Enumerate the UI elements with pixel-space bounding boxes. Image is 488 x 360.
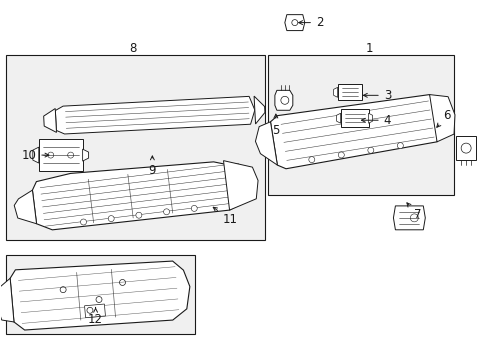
Polygon shape <box>82 149 88 161</box>
Polygon shape <box>254 96 264 124</box>
Circle shape <box>308 157 314 163</box>
Polygon shape <box>270 95 440 169</box>
Text: 4: 4 <box>361 114 390 127</box>
Polygon shape <box>333 87 337 97</box>
Circle shape <box>81 219 86 225</box>
Circle shape <box>136 212 142 218</box>
Circle shape <box>108 216 114 222</box>
Polygon shape <box>393 206 425 230</box>
Polygon shape <box>14 190 37 224</box>
Polygon shape <box>428 95 454 142</box>
Polygon shape <box>255 122 277 165</box>
Polygon shape <box>340 109 368 127</box>
Text: 6: 6 <box>436 109 450 127</box>
Polygon shape <box>0 278 14 322</box>
Polygon shape <box>84 304 105 318</box>
Polygon shape <box>32 162 254 230</box>
Text: 11: 11 <box>213 207 237 226</box>
Circle shape <box>338 152 344 158</box>
Bar <box>6 255 195 334</box>
Polygon shape <box>336 113 340 123</box>
Polygon shape <box>337 84 361 100</box>
Polygon shape <box>39 139 82 171</box>
Circle shape <box>367 147 373 153</box>
Polygon shape <box>55 96 254 134</box>
Text: 9: 9 <box>148 156 156 176</box>
Text: 1: 1 <box>365 42 372 55</box>
Polygon shape <box>223 161 258 210</box>
Bar <box>6 55 264 240</box>
Bar <box>267 55 453 195</box>
Polygon shape <box>33 147 39 163</box>
Text: 7: 7 <box>406 203 420 221</box>
Circle shape <box>191 206 197 211</box>
Text: 5: 5 <box>272 114 279 137</box>
Text: 10: 10 <box>21 149 49 162</box>
Polygon shape <box>10 261 189 330</box>
Polygon shape <box>285 15 304 31</box>
Text: 3: 3 <box>363 89 390 102</box>
Circle shape <box>163 209 169 215</box>
Text: 2: 2 <box>298 16 323 29</box>
Polygon shape <box>455 136 475 160</box>
Circle shape <box>397 143 403 149</box>
Text: 8: 8 <box>129 42 137 55</box>
Polygon shape <box>43 108 57 132</box>
Polygon shape <box>368 113 372 123</box>
Polygon shape <box>274 90 292 110</box>
Text: 12: 12 <box>88 307 103 326</box>
